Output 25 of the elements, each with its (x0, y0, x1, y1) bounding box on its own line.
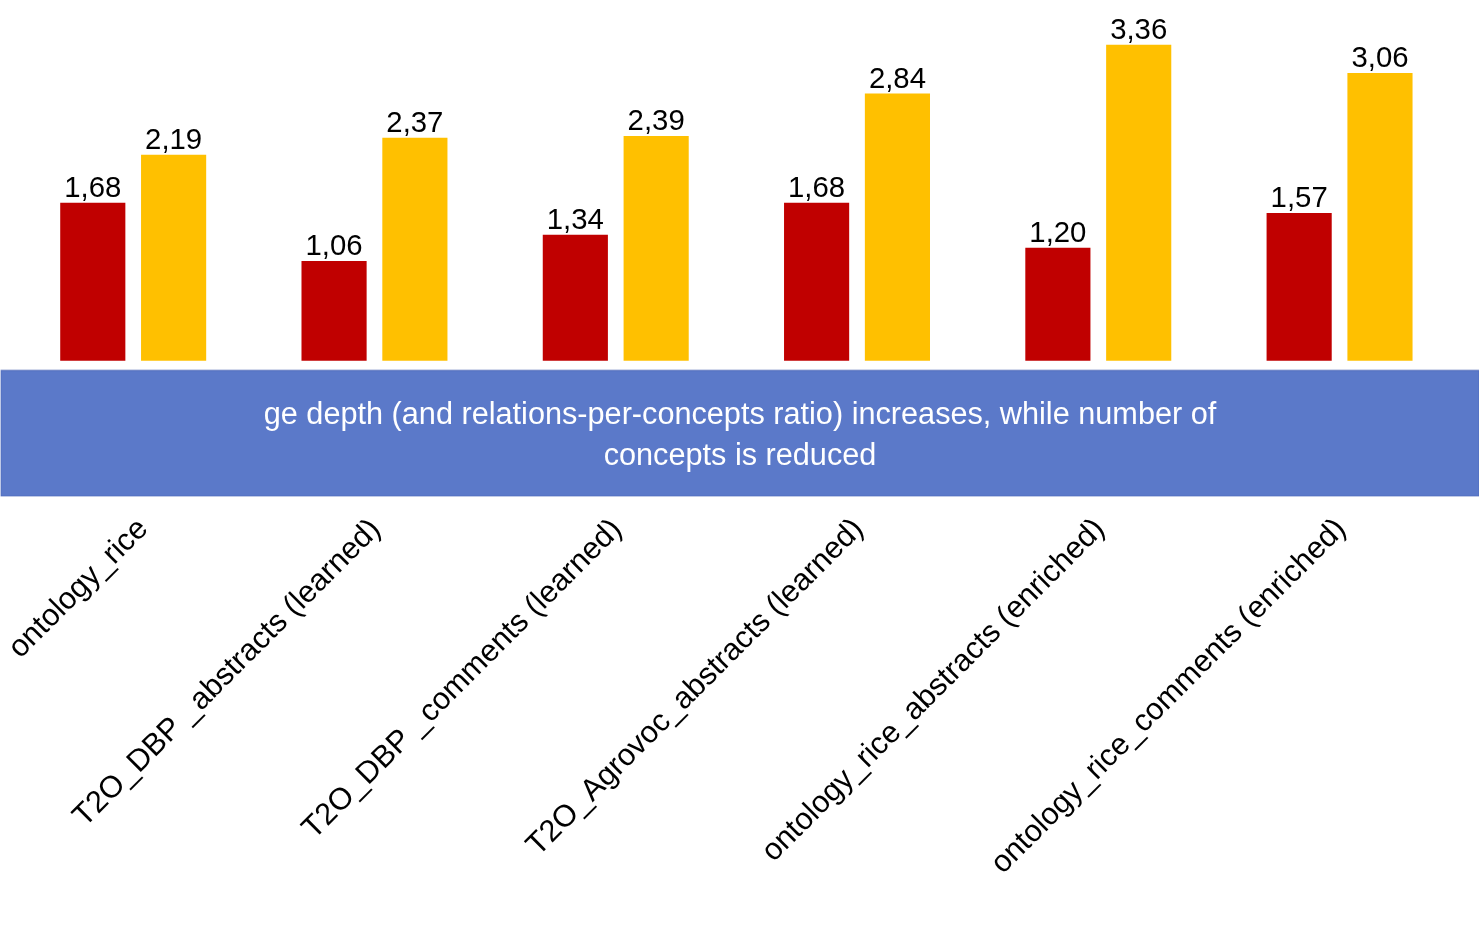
data-label: 1,68 (64, 169, 122, 203)
data-label: 3,06 (1351, 39, 1409, 73)
data-label: 2,19 (145, 121, 203, 155)
bar (1025, 247, 1091, 361)
data-label: 1,68 (788, 169, 846, 203)
bar (1106, 44, 1172, 361)
data-label: 2,39 (627, 102, 685, 136)
bar (1347, 72, 1413, 361)
data-label: 1,57 (1270, 180, 1328, 214)
data-label: 3,36 (1110, 11, 1168, 45)
bar (301, 260, 367, 361)
text: ge depth (and relations-per-concepts ratio) increases, while number of concepts is reduced (263, 395, 1217, 472)
bar (141, 154, 207, 361)
bar (542, 234, 608, 361)
bar (60, 202, 126, 361)
bar (382, 137, 448, 361)
data-label: 1,34 (546, 201, 604, 235)
bar (864, 93, 930, 361)
bar (623, 135, 689, 361)
data-label: 2,37 (386, 104, 444, 138)
bar (784, 202, 850, 361)
bar (1266, 213, 1332, 361)
data-label: 1,06 (305, 227, 363, 261)
data-label: 2,84 (868, 60, 926, 94)
data-label: 1,20 (1029, 214, 1087, 248)
